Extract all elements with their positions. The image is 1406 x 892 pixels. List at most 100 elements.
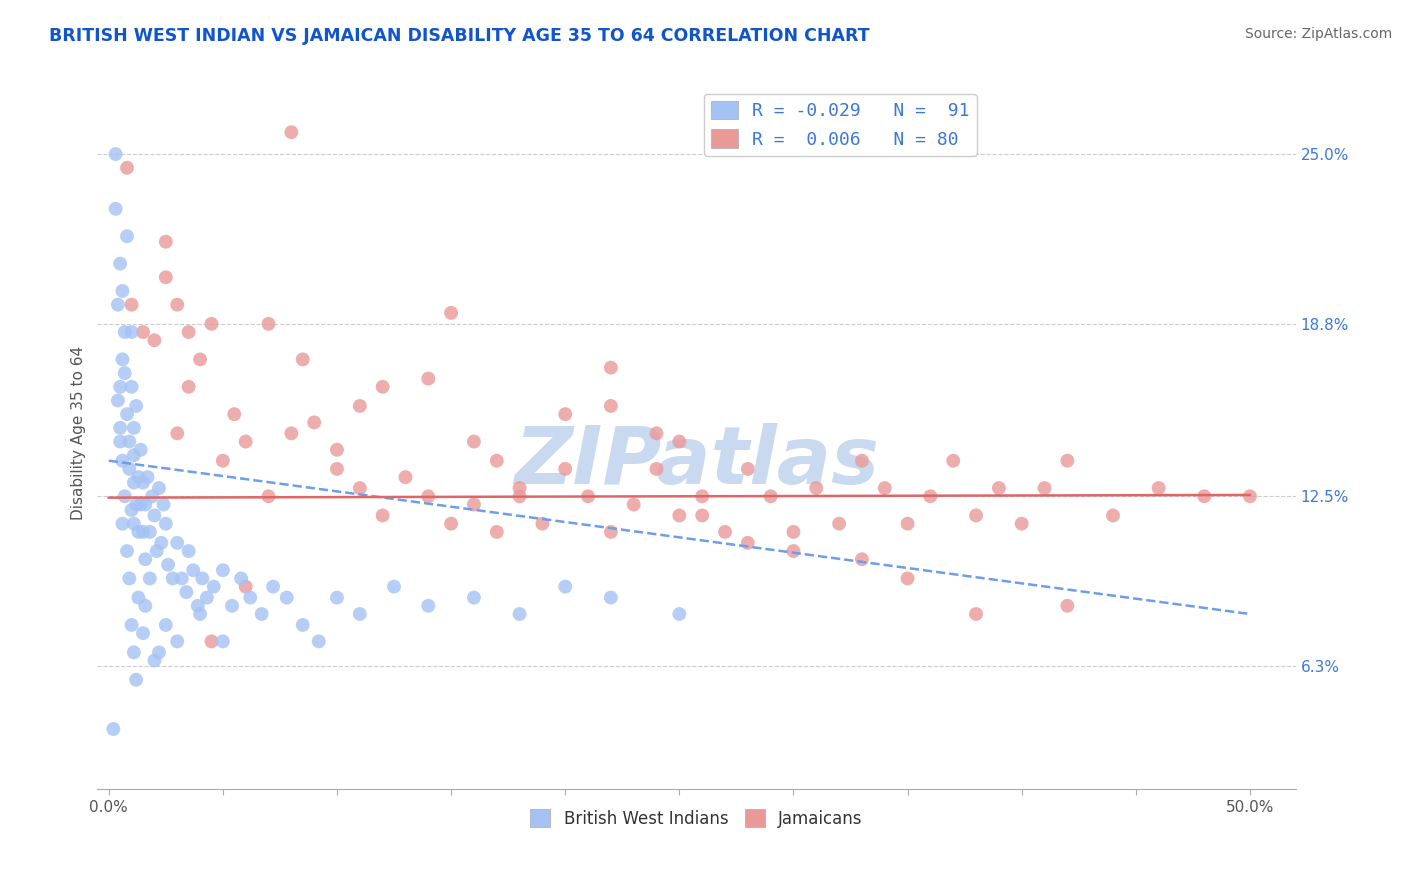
Text: BRITISH WEST INDIAN VS JAMAICAN DISABILITY AGE 35 TO 64 CORRELATION CHART: BRITISH WEST INDIAN VS JAMAICAN DISABILI…: [49, 27, 870, 45]
Point: [125, 399, 148, 413]
Point: [166, 536, 188, 550]
Point: [509, 481, 531, 495]
Text: Source: ZipAtlas.com: Source: ZipAtlas.com: [1244, 27, 1392, 41]
Point: [239, 591, 262, 605]
Point: [212, 634, 235, 648]
Point: [1102, 508, 1125, 523]
Point: [121, 325, 143, 339]
Point: [851, 552, 873, 566]
Point: [1011, 516, 1033, 531]
Point: [440, 516, 463, 531]
Point: [987, 481, 1010, 495]
Point: [1147, 481, 1170, 495]
Point: [115, 161, 138, 175]
Point: [382, 580, 405, 594]
Point: [782, 544, 804, 558]
Point: [155, 235, 177, 249]
Point: [141, 489, 163, 503]
Point: [326, 442, 349, 457]
Point: [554, 580, 576, 594]
Point: [418, 371, 440, 385]
Point: [139, 571, 162, 585]
Point: [828, 516, 851, 531]
Legend: British West Indians, Jamaicans: British West Indians, Jamaicans: [523, 803, 869, 834]
Point: [1239, 489, 1261, 503]
Point: [250, 607, 273, 621]
Point: [231, 571, 253, 585]
Point: [806, 481, 828, 495]
Point: [143, 654, 166, 668]
Point: [143, 508, 166, 523]
Point: [122, 421, 145, 435]
Point: [155, 516, 177, 531]
Point: [235, 434, 257, 449]
Point: [668, 508, 690, 523]
Point: [108, 380, 131, 394]
Point: [125, 673, 148, 687]
Point: [531, 516, 554, 531]
Point: [1194, 489, 1216, 503]
Point: [148, 481, 170, 495]
Point: [188, 607, 211, 621]
Point: [111, 352, 134, 367]
Point: [224, 407, 246, 421]
Point: [132, 325, 155, 339]
Point: [302, 416, 325, 430]
Point: [114, 489, 136, 503]
Point: [166, 634, 188, 648]
Point: [191, 571, 214, 585]
Point: [418, 599, 440, 613]
Point: [122, 516, 145, 531]
Point: [897, 571, 920, 585]
Point: [177, 544, 200, 558]
Point: [920, 489, 942, 503]
Point: [111, 516, 134, 531]
Point: [127, 470, 149, 484]
Point: [349, 481, 371, 495]
Point: [118, 462, 141, 476]
Point: [440, 306, 463, 320]
Point: [851, 453, 873, 467]
Point: [108, 421, 131, 435]
Point: [645, 462, 668, 476]
Point: [418, 489, 440, 503]
Point: [107, 393, 129, 408]
Point: [129, 442, 152, 457]
Point: [166, 298, 188, 312]
Point: [134, 498, 156, 512]
Point: [181, 563, 204, 577]
Point: [463, 434, 485, 449]
Point: [122, 448, 145, 462]
Point: [690, 508, 713, 523]
Point: [714, 524, 737, 539]
Point: [690, 489, 713, 503]
Point: [176, 585, 198, 599]
Point: [200, 317, 222, 331]
Point: [121, 380, 143, 394]
Point: [326, 462, 349, 476]
Point: [122, 645, 145, 659]
Point: [1056, 453, 1078, 467]
Point: [326, 591, 349, 605]
Point: [599, 360, 621, 375]
Point: [554, 462, 576, 476]
Point: [108, 257, 131, 271]
Point: [554, 407, 576, 421]
Point: [212, 563, 235, 577]
Point: [509, 489, 531, 503]
Point: [463, 591, 485, 605]
Point: [127, 524, 149, 539]
Point: [121, 618, 143, 632]
Point: [737, 536, 759, 550]
Point: [121, 298, 143, 312]
Point: [118, 571, 141, 585]
Point: [115, 229, 138, 244]
Point: [122, 475, 145, 490]
Point: [143, 333, 166, 347]
Point: [148, 645, 170, 659]
Point: [291, 352, 314, 367]
Point: [108, 434, 131, 449]
Point: [349, 607, 371, 621]
Point: [371, 508, 394, 523]
Point: [221, 599, 243, 613]
